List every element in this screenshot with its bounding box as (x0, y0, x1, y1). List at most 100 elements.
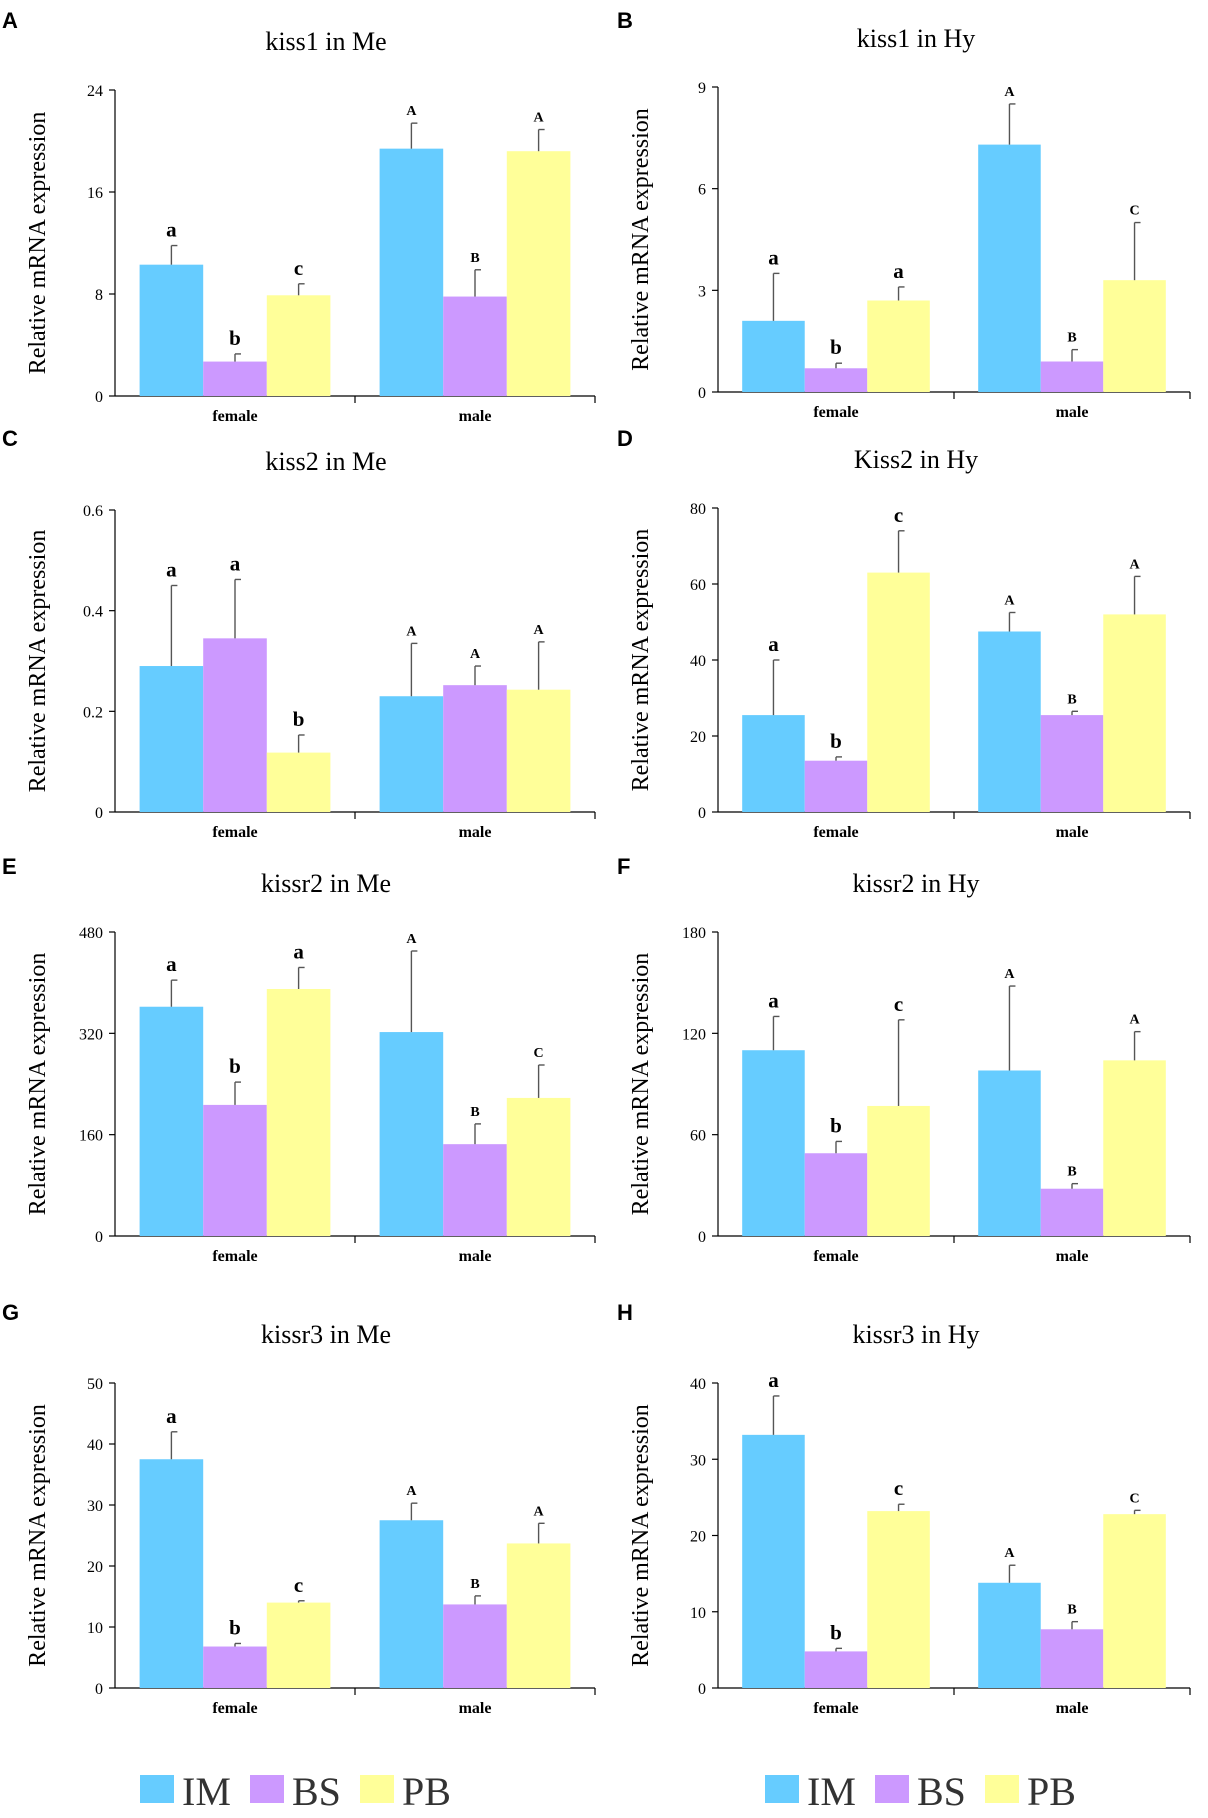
bar-im-female (139, 666, 204, 812)
significance-label: c (894, 992, 903, 1016)
y-tick-label: 80 (690, 501, 706, 518)
y-tick-label: 40 (690, 1376, 706, 1393)
x-category-label: male (1056, 404, 1089, 421)
significance-label: b (229, 326, 241, 350)
significance-label: A (1129, 557, 1140, 572)
significance-label: A (1004, 1546, 1015, 1561)
y-tick-label: 320 (79, 1026, 103, 1043)
significance-label: c (894, 1476, 903, 1500)
legend-right: IM BS PB (765, 1769, 1076, 1814)
y-tick-label: 20 (690, 1529, 706, 1546)
y-tick-label: 480 (79, 925, 103, 942)
significance-label: A (1129, 1013, 1140, 1028)
significance-label: a (166, 952, 177, 976)
y-tick-label: 0 (95, 1681, 103, 1698)
panel-letter: A (2, 8, 18, 33)
bar-im-female (139, 1459, 204, 1688)
y-axis-label: Relative mRNA expression (25, 112, 51, 375)
legend-label-pb: PB (402, 1769, 451, 1814)
bar-bs-male (1040, 1188, 1104, 1236)
bar-bs-female (203, 1646, 267, 1688)
significance-label: C (534, 1046, 544, 1061)
x-category-label: male (1056, 1700, 1089, 1717)
y-tick-label: 120 (682, 1026, 706, 1043)
legend-left: IM BS PB (140, 1769, 451, 1814)
panel-letter: B (617, 8, 633, 33)
significance-label: A (534, 1504, 545, 1519)
bar-pb-female (266, 295, 331, 396)
y-axis-label: Relative mRNA expression (628, 108, 654, 371)
significance-label: a (166, 1404, 177, 1428)
legend-swatch-bs (875, 1775, 909, 1803)
y-tick-label: 3 (698, 283, 706, 300)
y-tick-label: 40 (87, 1437, 103, 1454)
significance-label: b (293, 707, 305, 731)
significance-label: B (1067, 1165, 1076, 1180)
bar-im-male (379, 148, 444, 396)
bar-im-female (742, 715, 805, 812)
y-tick-label: 0 (698, 1681, 706, 1698)
y-tick-label: 9 (698, 80, 706, 97)
bar-im-male (379, 1520, 444, 1688)
bar-im-female (742, 1050, 805, 1236)
y-tick-label: 0 (95, 1229, 103, 1246)
bar-im-male (379, 1032, 444, 1236)
significance-label: b (830, 729, 842, 753)
legend-swatch-bs (250, 1775, 284, 1803)
panel-letter: C (2, 426, 18, 451)
panel-letter: E (2, 854, 17, 879)
y-tick-label: 0 (698, 385, 706, 402)
y-tick-label: 10 (87, 1620, 103, 1637)
panel-letter: F (617, 854, 630, 879)
x-category-label: female (212, 408, 257, 425)
y-tick-label: 0 (698, 805, 706, 822)
significance-label: C (1129, 1491, 1139, 1506)
y-axis-label: Relative mRNA expression (25, 953, 51, 1216)
significance-label: b (830, 1113, 842, 1137)
x-category-label: female (813, 824, 858, 841)
y-tick-label: 8 (95, 287, 103, 304)
panel-letter: H (617, 1300, 633, 1325)
significance-label: B (470, 1577, 479, 1592)
significance-label: a (230, 551, 241, 575)
bar-im-male (379, 696, 444, 812)
bar-bs-male (1040, 361, 1104, 392)
significance-label: a (166, 558, 177, 582)
significance-label: b (830, 335, 842, 359)
bar-bs-female (804, 760, 868, 812)
y-tick-label: 6 (698, 182, 706, 199)
significance-label: A (534, 111, 545, 126)
chart-title: kissr3 in Me (261, 1320, 391, 1349)
significance-label: a (293, 939, 304, 963)
significance-label: A (470, 647, 481, 662)
x-category-label: male (1056, 1248, 1089, 1265)
bar-im-male (978, 631, 1041, 812)
significance-label: b (229, 1615, 241, 1639)
bar-bs-female (203, 638, 267, 812)
significance-label: a (768, 632, 779, 656)
bar-bs-female (203, 1104, 267, 1236)
legend-label-im: IM (182, 1769, 231, 1814)
significance-label: b (830, 1620, 842, 1644)
bar-pb-male (1103, 614, 1166, 812)
bar-pb-male (506, 689, 571, 812)
chart-title: kissr2 in Me (261, 869, 391, 898)
significance-label: C (1129, 204, 1139, 219)
bar-pb-male (506, 151, 571, 396)
bar-bs-male (443, 296, 507, 396)
y-tick-label: 60 (690, 577, 706, 594)
chart-title: kissr3 in Hy (852, 1320, 979, 1349)
bar-pb-female (867, 572, 930, 812)
y-tick-label: 40 (690, 653, 706, 670)
significance-label: b (229, 1054, 241, 1078)
significance-label: a (893, 259, 904, 283)
panel-letter: G (2, 1300, 19, 1325)
bar-pb-male (506, 1543, 571, 1688)
x-category-label: female (813, 1248, 858, 1265)
y-tick-label: 0 (698, 1229, 706, 1246)
legend-swatch-pb (360, 1775, 394, 1803)
